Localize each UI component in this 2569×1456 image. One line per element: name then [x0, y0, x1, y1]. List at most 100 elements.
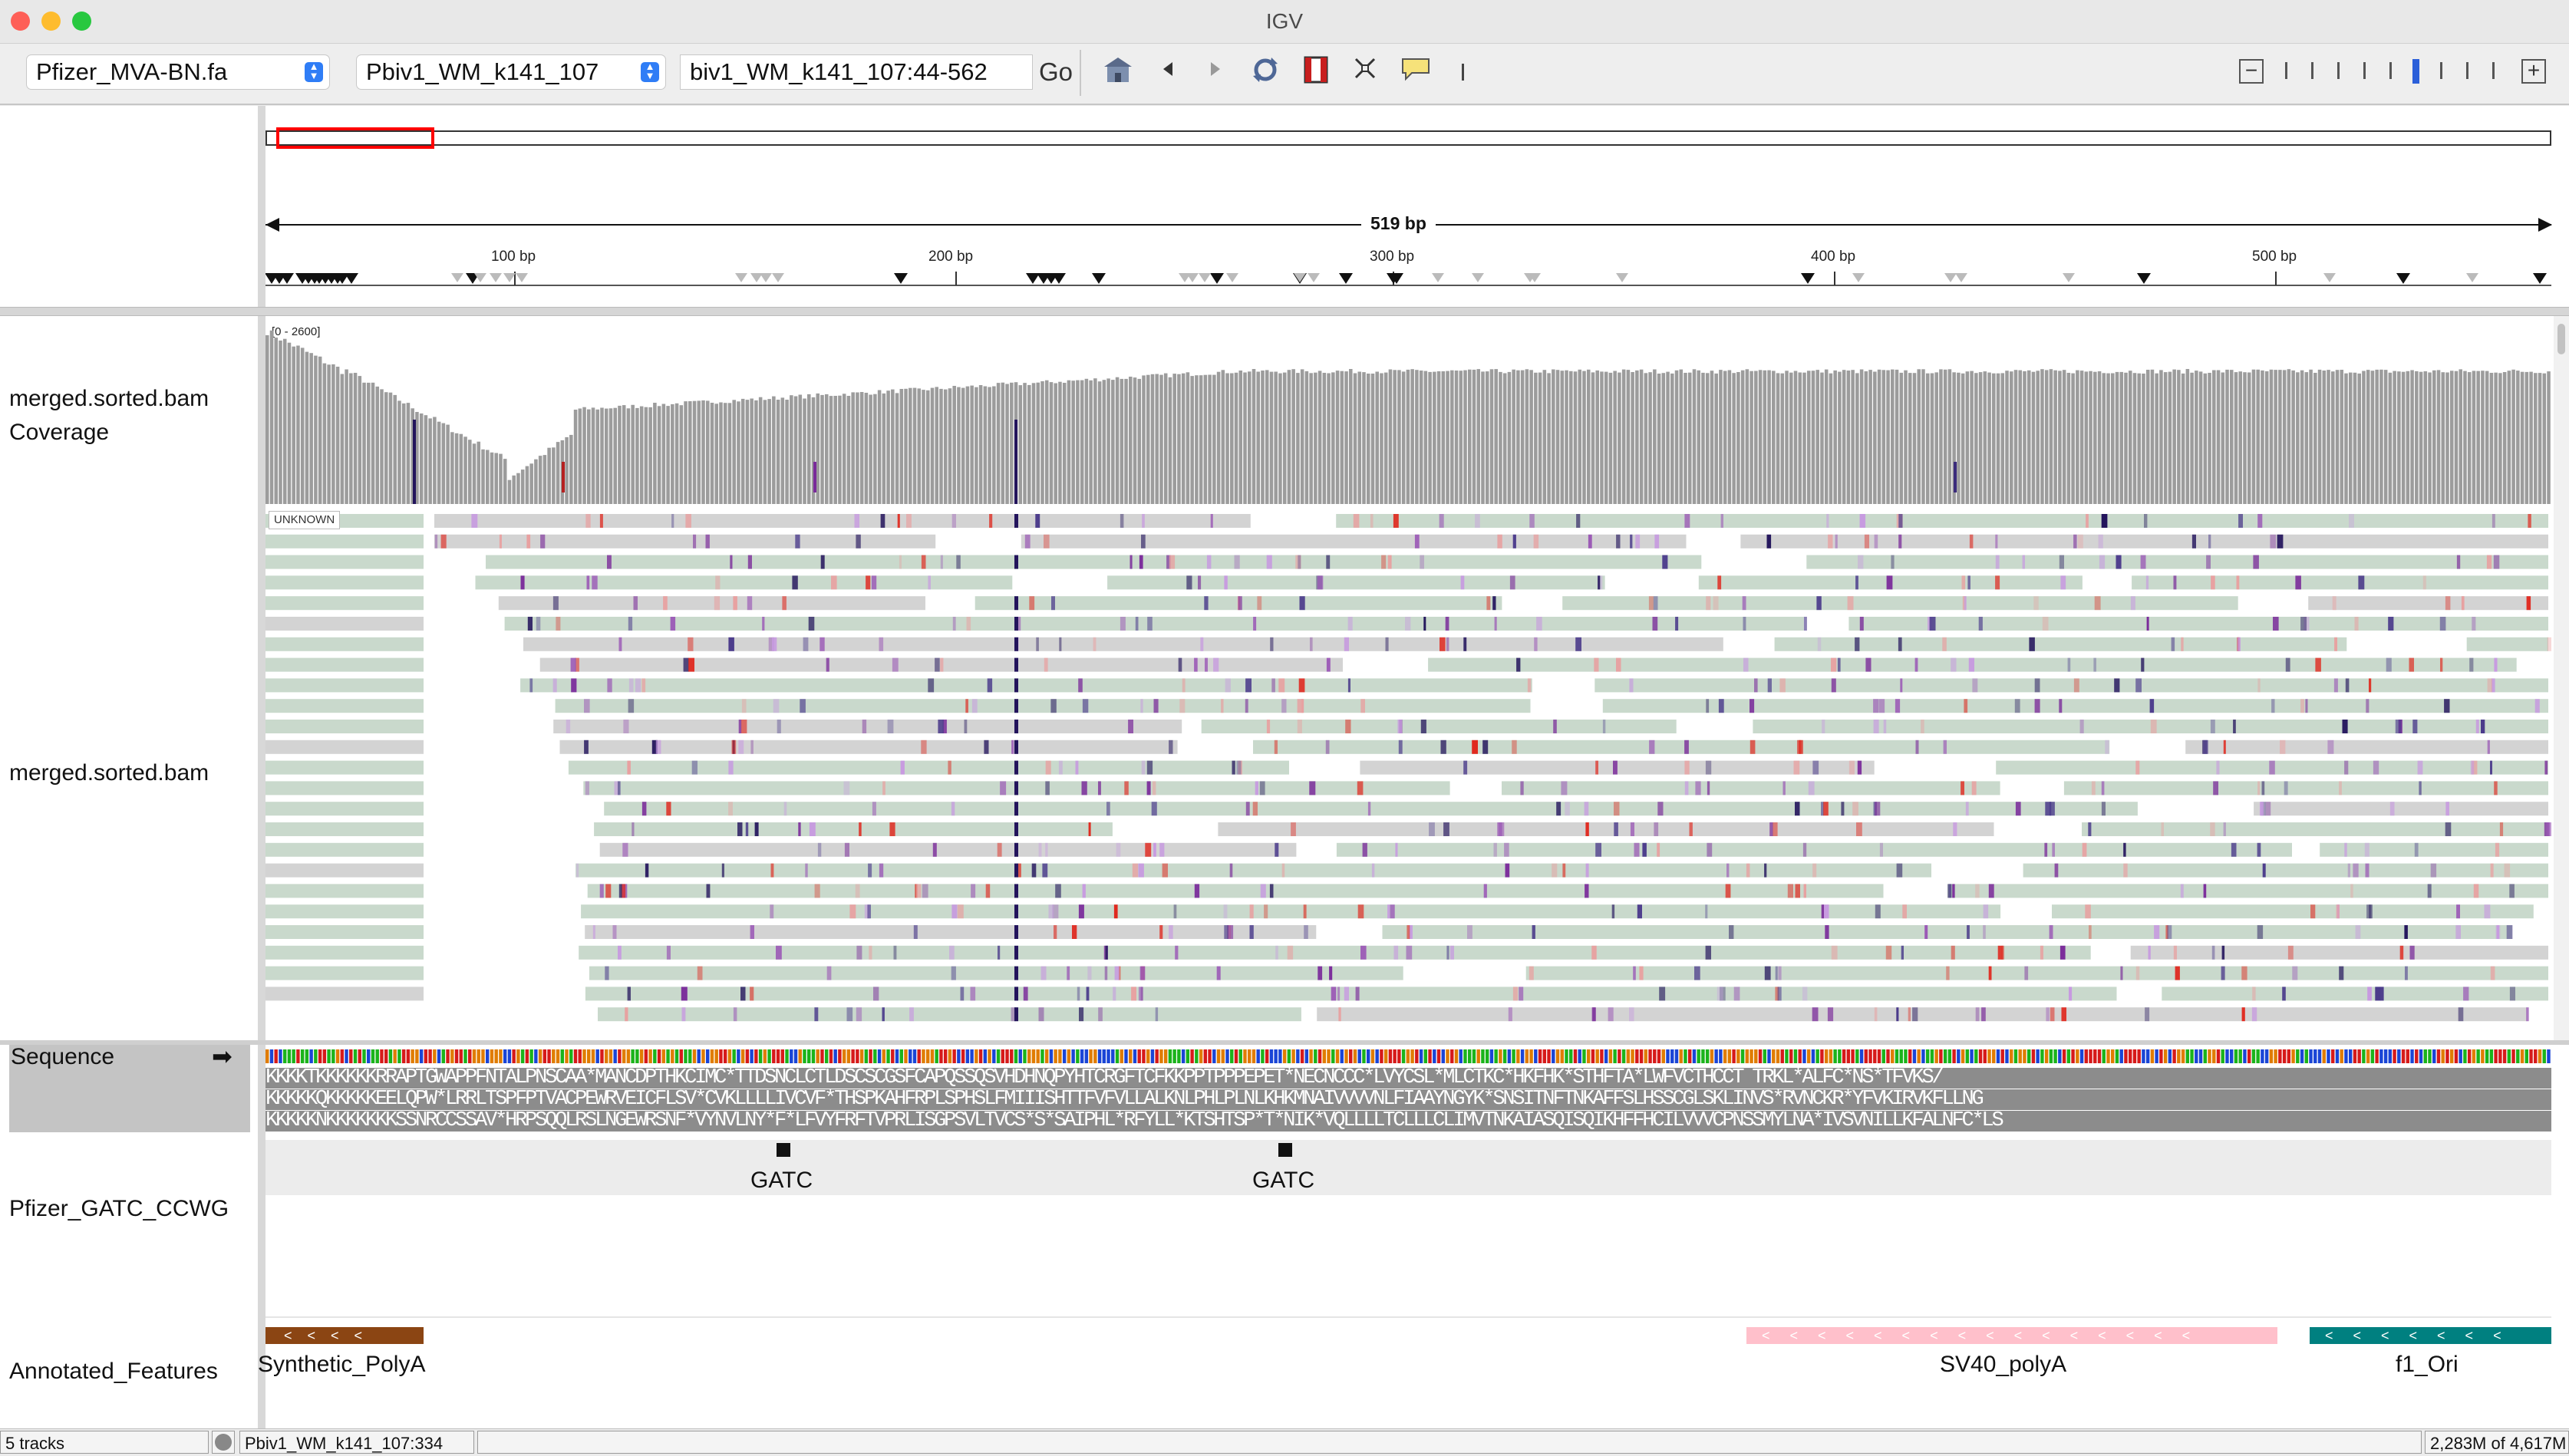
- zoom-window-button[interactable]: [72, 12, 91, 31]
- nucleotide-color-strip[interactable]: [265, 1049, 2551, 1065]
- read-mismatch: [1929, 617, 1936, 631]
- nucleotide-base: [2013, 1049, 2018, 1063]
- nucleotide-base: [1238, 1049, 1242, 1063]
- zoom-out-button[interactable]: −: [2239, 59, 2264, 84]
- data-panel-scrollbar[interactable]: [2554, 316, 2569, 1040]
- read-mismatch: [873, 987, 879, 1001]
- roi-icon[interactable]: [1298, 54, 1334, 90]
- coverage-track[interactable]: [265, 316, 2551, 508]
- coverage-bar: [1472, 369, 1476, 504]
- coverage-bar: [1600, 371, 1604, 504]
- read-mismatch: [772, 637, 777, 651]
- nucleotide-base: [1736, 1049, 1740, 1063]
- read-mismatch: [1360, 699, 1365, 713]
- feature-synthetic-polya[interactable]: <<<<: [265, 1327, 424, 1344]
- name-panel-divider[interactable]: [258, 316, 265, 1040]
- memory-usage[interactable]: 2,283M of 4,617M: [2425, 1431, 2569, 1454]
- feature-f1-ori[interactable]: <<<<<<<: [2310, 1327, 2551, 1344]
- zoom-level-tick[interactable]: [2466, 62, 2468, 79]
- minimize-window-button[interactable]: [41, 12, 61, 31]
- read: [579, 945, 2091, 960]
- read-mismatch: [966, 617, 971, 631]
- gatc-site-marker[interactable]: [777, 1143, 790, 1157]
- alignment-track-name[interactable]: merged.sorted.bam: [9, 760, 209, 786]
- popup-info-icon[interactable]: [1397, 54, 1435, 90]
- nucleotide-base: [723, 1049, 727, 1063]
- read-mismatch: [1120, 514, 1124, 528]
- coverage-mismatch-bar: [1954, 462, 1957, 492]
- chromosome-dropdown[interactable]: Pbiv1_WM_k141_107 ▲ ▼: [356, 54, 666, 90]
- coverage-bar: [538, 456, 542, 504]
- nucleotide-base: [1001, 1049, 1004, 1063]
- read-mismatch: [880, 514, 885, 528]
- read-mismatch: [1038, 1007, 1044, 1022]
- nucleotide-base: [2529, 1049, 2533, 1063]
- gatc-site-marker[interactable]: [1278, 1143, 1292, 1157]
- nucleotide-base: [1719, 1049, 1723, 1063]
- zoom-level-tick[interactable]: [2389, 62, 2392, 79]
- read-mismatch: [2014, 699, 2020, 713]
- read-mismatch: [1874, 534, 1878, 548]
- zoom-level-tick[interactable]: [2337, 62, 2340, 79]
- nucleotide-base: [1626, 1049, 1631, 1063]
- name-panel-divider[interactable]: [258, 1045, 265, 1428]
- zoom-level-tick[interactable]: [2285, 62, 2287, 79]
- chromosome-ideogram[interactable]: [265, 130, 2551, 146]
- coverage-bar: [1331, 372, 1335, 504]
- forward-icon[interactable]: [1199, 54, 1232, 90]
- nucleotide-base: [1578, 1049, 1581, 1063]
- read-mismatch: [1405, 617, 1411, 631]
- read-mismatch: [1855, 637, 1860, 651]
- zoom-level-indicator[interactable]: [2412, 59, 2419, 84]
- zoom-level-tick[interactable]: [2311, 62, 2313, 79]
- read-mismatch: [688, 657, 694, 672]
- read-mismatch: [1297, 699, 1304, 713]
- read-mismatch: [1449, 945, 1454, 960]
- header-data-divider[interactable]: [0, 307, 2569, 316]
- nucleotide-base: [1005, 1049, 1009, 1063]
- read-mismatch: [1153, 699, 1159, 713]
- close-window-button[interactable]: [11, 12, 30, 31]
- refresh-icon[interactable]: [1246, 54, 1284, 90]
- coverage-bar: [2159, 370, 2163, 504]
- sequence-track-name[interactable]: Sequence: [11, 1044, 115, 1069]
- coverage-bar: [1344, 371, 1348, 504]
- coverage-bar: [2485, 371, 2489, 504]
- coverage-bar: [2520, 371, 2524, 504]
- current-region-box[interactable]: [276, 127, 434, 149]
- read-mismatch: [2487, 678, 2492, 693]
- coverage-bar: [2454, 371, 2459, 504]
- zoom-level-tick[interactable]: [2440, 62, 2442, 79]
- nucleotide-base: [1243, 1049, 1247, 1063]
- coverage-bar: [1631, 372, 1634, 504]
- gatc-track-name[interactable]: Pfizer_GATC_CCWG: [9, 1196, 229, 1221]
- coverage-bar: [851, 392, 855, 504]
- locus-search-input[interactable]: biv1_WM_k141_107:44-562: [680, 54, 1033, 90]
- genome-dropdown[interactable]: Pfizer_MVA-BN.fa ▲ ▼: [26, 54, 330, 90]
- home-icon[interactable]: [1099, 54, 1137, 90]
- alignment-track[interactable]: [265, 509, 2551, 1039]
- coverage-bar: [1089, 380, 1093, 504]
- nucleotide-base: [912, 1049, 917, 1063]
- back-icon[interactable]: [1151, 54, 1185, 90]
- scrollbar-thumb[interactable]: [2557, 324, 2565, 354]
- coverage-bar: [2274, 370, 2277, 504]
- zoom-level-tick[interactable]: [2363, 62, 2366, 79]
- strand-arrow-icon[interactable]: ➡: [212, 1043, 232, 1070]
- coverage-track-name[interactable]: merged.sorted.bam Coverage: [9, 386, 209, 445]
- read-mismatch: [2167, 925, 2172, 939]
- gatc-track-band[interactable]: [265, 1140, 2551, 1195]
- zoom-level-tick[interactable]: [2492, 62, 2495, 79]
- data-feature-divider[interactable]: [0, 1040, 2569, 1045]
- coverage-bar: [358, 376, 362, 504]
- resize-icon[interactable]: [1347, 54, 1383, 90]
- zoom-in-button[interactable]: +: [2521, 59, 2546, 84]
- go-button[interactable]: Go: [1038, 58, 1073, 86]
- read-mismatch: [997, 842, 1002, 857]
- feature-sv40-polya[interactable]: <<<<<<<<<<<<<<<<: [1746, 1327, 2277, 1344]
- read-mismatch: [2059, 555, 2064, 569]
- annotation-track-name[interactable]: Annotated_Features: [9, 1359, 218, 1384]
- coverage-bar: [780, 397, 785, 504]
- name-panel-divider[interactable]: [258, 106, 265, 307]
- read-mismatch: [1947, 884, 1952, 898]
